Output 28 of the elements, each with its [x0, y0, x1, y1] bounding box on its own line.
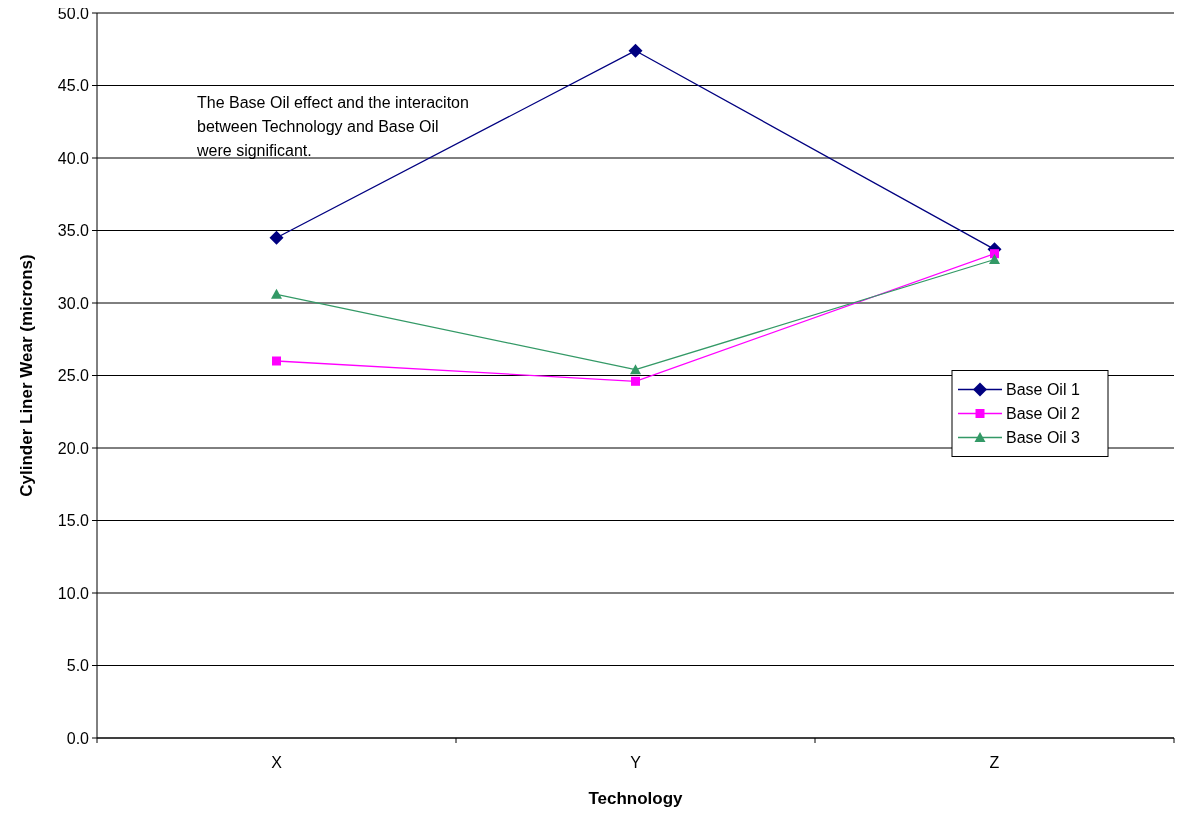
- point: [271, 288, 282, 299]
- x-tick-label: Y: [630, 754, 642, 771]
- y-tick-label: 45.0: [57, 77, 90, 95]
- legend-label: Base Oil 3: [1006, 429, 1080, 447]
- legend-label: Base Oil 2: [1006, 405, 1080, 423]
- y-tick-label: 10.0: [57, 584, 90, 602]
- y-tick-label: 15.0: [57, 512, 90, 530]
- y-tick-label: 35.0: [57, 222, 90, 240]
- x-axis-title: Technology: [588, 789, 684, 808]
- point: [272, 356, 281, 366]
- legend-label: Base Oil 1: [1006, 381, 1080, 399]
- point: [630, 364, 641, 375]
- y-tick-label: 30.0: [57, 294, 90, 312]
- x-tick-label: X: [271, 754, 283, 771]
- point: [990, 249, 999, 259]
- y-tick-label: 40.0: [57, 149, 90, 167]
- x-tick-label: Z: [989, 754, 1000, 771]
- y-tick-label: 50.0: [57, 4, 90, 22]
- y-tick-label: 25.0: [57, 367, 90, 385]
- point: [628, 43, 643, 58]
- y-tick-label: 0.0: [66, 729, 90, 747]
- y-tick-label: 20.0: [57, 439, 90, 457]
- point: [631, 376, 640, 386]
- annotation: The Base Oil effect and the interaciton between Technology and Base Oil were significant.: [196, 94, 469, 159]
- point: [989, 254, 1000, 264]
- y-axis-title: Cylinder Liner Wear (microns): [17, 254, 36, 497]
- y-tick-label: 5.0: [66, 657, 90, 675]
- point: [269, 230, 284, 245]
